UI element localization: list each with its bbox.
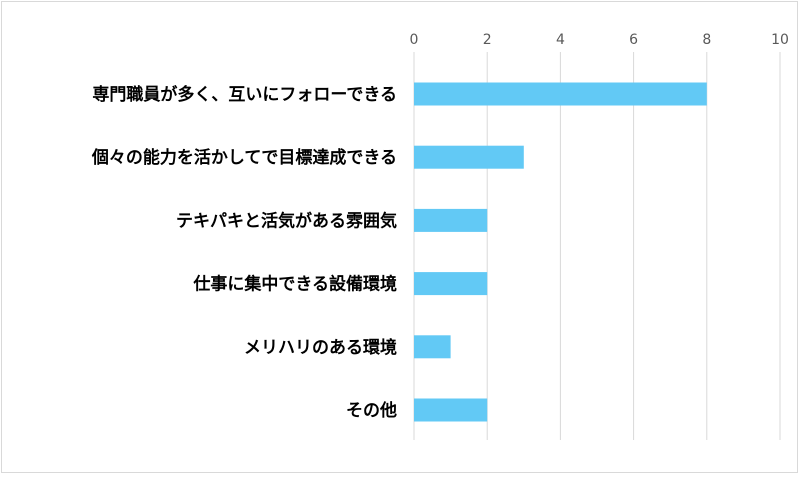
- bar-2: [414, 145, 524, 169]
- bar-5: [414, 335, 451, 359]
- category-label: 仕事に集中できる設備環境: [192, 274, 397, 295]
- bar-1: [414, 82, 707, 106]
- x-tick-label: 10: [771, 32, 789, 48]
- x-tick-label: 4: [556, 32, 565, 48]
- category-label: 個々の能力を活かしてで目標達成できる: [91, 147, 397, 168]
- x-tick-label: 0: [410, 32, 419, 48]
- bar-3: [414, 208, 488, 232]
- x-tick-label: 2: [483, 32, 492, 48]
- category-label: テキパキと活気がある雰囲気: [176, 210, 397, 231]
- category-labels: 専門職員が多く、互いにフォローできる個々の能力を活かしてで目標達成できるテキパキ…: [91, 84, 397, 421]
- category-label: その他: [346, 400, 397, 421]
- bar-4: [414, 272, 488, 296]
- category-label: 専門職員が多く、互いにフォローできる: [92, 84, 397, 105]
- bars: [414, 82, 707, 422]
- gridlines: [413, 52, 781, 440]
- category-label: メリハリのある環境: [244, 337, 397, 358]
- x-tick-label: 6: [629, 32, 638, 48]
- x-tick-label: 8: [702, 32, 711, 48]
- bar-6: [414, 398, 488, 422]
- x-axis-ticks: 0 2 4 6 8 10: [410, 32, 789, 48]
